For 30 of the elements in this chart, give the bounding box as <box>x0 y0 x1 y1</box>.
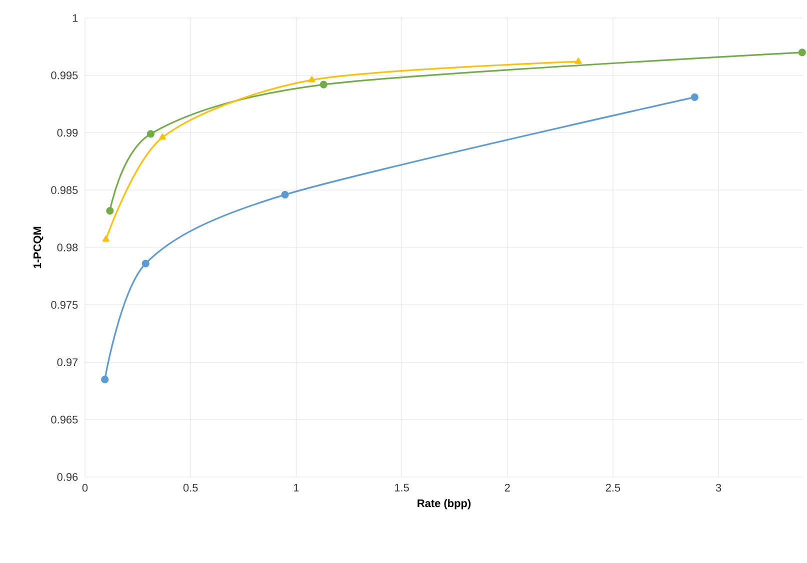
point <box>142 260 150 268</box>
y-tick-label: 0.99 <box>57 128 78 137</box>
y-tick-label: 0.985 <box>51 186 78 194</box>
point <box>106 206 114 215</box>
x-tick-label: 1.5 <box>394 484 409 492</box>
point <box>308 76 316 82</box>
x-tick-label: 1 <box>294 484 299 492</box>
y-tick-label: 0.96 <box>57 473 78 481</box>
y-axis-title: 1-PCQM <box>33 226 44 268</box>
y-tick-label: 0.995 <box>51 71 78 80</box>
x-tick-label: 2.5 <box>606 484 620 492</box>
y-tick-label: 0.98 <box>57 244 78 252</box>
y-tick-label: 0.965 <box>51 416 78 424</box>
point <box>146 130 154 138</box>
x-tick-label: 2 <box>504 484 510 492</box>
point <box>798 48 806 56</box>
x-tick-label: 0 <box>82 484 88 492</box>
point <box>281 190 289 198</box>
point <box>101 376 109 384</box>
x-tick-label: 3 <box>716 484 722 492</box>
point <box>320 80 328 88</box>
x-tick-label: 0.5 <box>183 484 198 492</box>
point <box>102 236 110 242</box>
y-tick-label: 0.97 <box>57 358 78 366</box>
y-tick-label: 0.975 <box>51 300 78 309</box>
point <box>159 134 166 140</box>
y-tick-label: 1 <box>72 14 78 22</box>
x-axis-title: Rate (bpp) <box>418 499 471 510</box>
point <box>690 93 698 101</box>
point <box>574 58 582 64</box>
